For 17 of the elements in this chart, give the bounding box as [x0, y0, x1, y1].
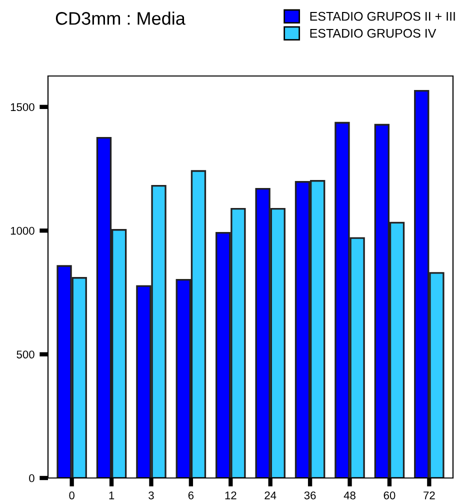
x-tick-label: 72	[424, 491, 435, 500]
x-tick-label: 1	[109, 492, 114, 500]
y-tick-label: 500	[16, 350, 34, 358]
y-tick-label: 0	[29, 474, 34, 482]
chart-title: CD3mm : Media	[56, 12, 186, 25]
x-tick-label: 3	[148, 491, 154, 500]
x-tick-label: 12	[225, 491, 236, 500]
x-tick-label: 24	[264, 491, 276, 500]
x-tick-label: 36	[304, 491, 316, 500]
legend-label: ESTADIO GRUPOS IV	[310, 28, 436, 38]
legend-label: ESTADIO GRUPOS II + III	[310, 12, 455, 21]
x-tick-label: 48	[344, 491, 356, 500]
y-tick-label: 1000	[10, 226, 34, 235]
x-tick-label: 0	[69, 491, 74, 500]
x-tick-label: 6	[188, 491, 194, 500]
x-tick-label: 60	[384, 491, 396, 500]
y-tick-label: 1500	[10, 103, 34, 112]
